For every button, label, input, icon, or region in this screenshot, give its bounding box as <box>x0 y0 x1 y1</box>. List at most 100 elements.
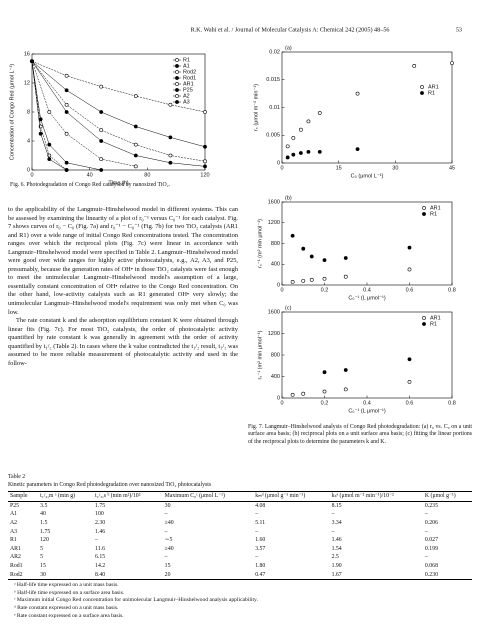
table-row: AR2 5 6.15 – – 2.5 – <box>8 553 472 562</box>
y-tick-label: 0 <box>277 282 280 288</box>
table-cell: 0.199 <box>424 545 438 552</box>
column-header: kₛᵉ (μmol m⁻² min⁻¹)/10⁻² <box>331 493 394 500</box>
column-header: Maximum C₀ᶜ (μmol L⁻¹) <box>164 493 225 500</box>
x-tick-label: 0.6 <box>406 400 414 406</box>
table-cell: A2 <box>10 519 18 526</box>
marker <box>99 139 104 143</box>
table-cell: A3 <box>10 528 18 535</box>
legend-label: A3 <box>183 99 190 105</box>
table-cell: 0.027 <box>424 537 438 544</box>
series-line <box>31 61 206 167</box>
legend-marker <box>175 94 179 98</box>
table-row: P25 3.5 1.75 30 4.08 8.15 0.235 <box>8 501 472 510</box>
marker <box>64 168 69 172</box>
marker <box>99 110 104 114</box>
x-tick-label: 0.8 <box>448 287 456 293</box>
legend-marker <box>422 316 426 320</box>
marker <box>309 254 314 259</box>
marker <box>168 102 173 107</box>
marker <box>64 102 69 107</box>
marker <box>168 153 173 158</box>
marker <box>290 233 295 238</box>
legend-marker <box>175 58 179 62</box>
series-line <box>31 61 206 113</box>
marker <box>412 63 417 68</box>
marker <box>64 131 69 136</box>
legend-marker <box>420 91 424 95</box>
marker <box>407 245 412 250</box>
table-cell: 30 <box>40 571 46 578</box>
legend-marker <box>420 85 424 89</box>
table-cell: 0.235 <box>424 502 438 509</box>
x-tick-label: 0 <box>280 165 283 171</box>
legend-marker <box>175 100 179 104</box>
x-tick-label: 0 <box>280 400 283 406</box>
table-cell: 4.08 <box>255 502 266 509</box>
footnotes: ᵃ Half-life time expressed on a unit mas… <box>8 582 472 620</box>
plot-frame <box>281 311 453 399</box>
footnote: ᵇ Half-life time expressed on a surface … <box>14 589 125 596</box>
x-tick-label: 15 <box>336 165 342 171</box>
table-cell: 3.5 <box>40 502 48 509</box>
y-axis-label: rₛ⁻¹ (m² min μmol⁻¹) <box>257 330 263 379</box>
marker <box>99 168 104 172</box>
marker <box>133 153 138 158</box>
marker <box>168 160 173 165</box>
marker <box>64 110 69 114</box>
table-cell: P25 <box>10 502 20 509</box>
y-tick-label: 400 <box>271 374 280 380</box>
x-tick-label: 0 <box>280 287 283 293</box>
table-cell: 1.90 <box>331 562 342 569</box>
table-cell: 6.15 <box>95 554 106 561</box>
legend-label: R1 <box>428 90 435 96</box>
legend-marker <box>175 64 179 68</box>
y-tick-label: 8 <box>27 109 30 115</box>
marker <box>317 111 322 115</box>
marker <box>322 276 327 281</box>
x-tick-label: 0.6 <box>406 287 414 293</box>
marker <box>343 274 348 279</box>
marker <box>355 91 360 96</box>
marker <box>407 357 412 362</box>
footnote: ᵈ Rate constant expressed on a unit mass… <box>14 604 119 611</box>
table-row: A3 1.75 1.46 – – – – <box>8 528 472 537</box>
table-cell: ∼5 <box>164 537 173 544</box>
table-row: A1 40 100 – – – – <box>8 510 472 519</box>
legend-label: R1 <box>430 211 437 217</box>
marker <box>301 246 306 251</box>
y-tick-label: 1600 <box>268 309 280 315</box>
table-cell: 2.5 <box>331 554 339 561</box>
table-cell: Rod2 <box>10 571 23 578</box>
y-tick-label: 1200 <box>268 331 280 337</box>
table-cell: – <box>95 537 98 544</box>
marker <box>291 136 296 140</box>
marker <box>30 59 34 64</box>
footnote: ᶜ Maximum initial Congo Red concentratio… <box>14 597 258 604</box>
marker <box>47 157 52 162</box>
table-cell: 1.75 <box>95 502 106 509</box>
x-axis-label: C₀⁻¹ (L μmol⁻¹) <box>348 295 385 301</box>
marker <box>343 387 348 392</box>
series-line <box>31 61 136 167</box>
paragraph: The rate constant k and the adsorption e… <box>8 317 238 367</box>
x-axis-label: C₀ (μmol L⁻¹) <box>351 173 384 179</box>
table-row: AR1 5 11.6 ≥40 3.57 1.54 0.199 <box>8 545 472 554</box>
table-cell: – <box>255 554 259 561</box>
marker <box>133 142 138 147</box>
x-tick-label: 0.2 <box>321 287 329 293</box>
legend-marker <box>175 88 179 92</box>
table-cell: 0.068 <box>424 562 438 569</box>
table-cell: – <box>331 511 335 518</box>
y-tick-label: 800 <box>271 241 280 247</box>
table-cell: R1 <box>10 537 17 544</box>
table-block: Table 2 Kinetic parameters in Congo Red … <box>8 474 472 620</box>
table-cell: AR2 <box>10 554 21 561</box>
table: Sample t₁/₂,m ᵃ (min g) t₁/₂,s ᵇ (min m²)/… <box>8 491 472 580</box>
table-cell: A1 <box>10 511 18 518</box>
marker <box>343 368 348 372</box>
y-tick-label: 4 <box>27 138 30 144</box>
x-tick-label: 40 <box>87 172 93 178</box>
y-tick-label: 0.02 <box>269 49 280 55</box>
